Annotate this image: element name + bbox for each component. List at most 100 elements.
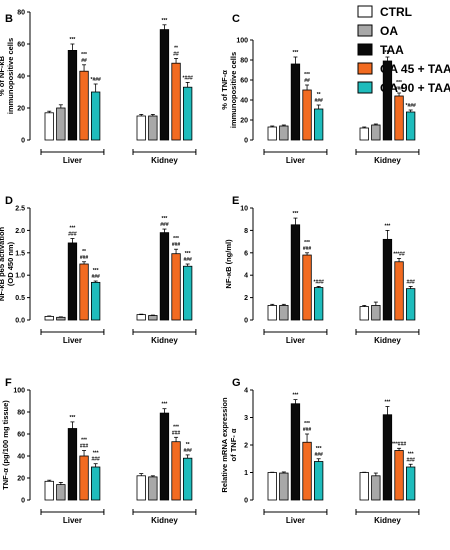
y-tick-label: 1 xyxy=(244,470,248,477)
significance-label: ** xyxy=(317,92,321,98)
significance-label: ** xyxy=(174,45,178,51)
group-label: Liver xyxy=(286,516,305,525)
significance-label: ### xyxy=(91,457,100,463)
y-tick-label: 4 xyxy=(244,388,248,395)
significance-label: *** xyxy=(93,451,99,457)
bar xyxy=(313,108,324,141)
significance-label: *** xyxy=(304,240,310,246)
y-axis-label: NF-κB p65 activation(OD 450 nm) xyxy=(0,226,15,301)
y-tick-label: 2.0 xyxy=(15,228,25,235)
y-tick-label: 2.5 xyxy=(15,206,25,213)
y-tick-label: 0.0 xyxy=(15,318,25,325)
bar xyxy=(67,242,78,321)
bar xyxy=(290,403,301,501)
panel-letter: F xyxy=(5,377,12,389)
bar xyxy=(405,111,416,141)
y-tick-label: 1.0 xyxy=(15,273,25,280)
significance-label: ### xyxy=(172,242,181,248)
significance-label: ### xyxy=(160,222,169,228)
bar xyxy=(302,254,312,321)
y-tick-label: 2 xyxy=(244,295,248,302)
significance-label: *** xyxy=(162,18,168,24)
legend-label: TAA xyxy=(380,43,404,57)
bar xyxy=(136,314,146,321)
significance-label: *** xyxy=(408,451,414,457)
y-tick-label: 0 xyxy=(21,138,25,145)
significance-label: *** xyxy=(93,268,99,274)
group-label: Liver xyxy=(63,516,82,525)
legend-swatch xyxy=(357,81,373,94)
bar xyxy=(79,70,89,141)
group-label: Kidney xyxy=(151,336,178,345)
y-tick-label: 60 xyxy=(240,78,248,85)
significance-label: *** xyxy=(396,80,402,86)
group-label: Kidney xyxy=(374,336,401,345)
significance-label: ### xyxy=(172,430,181,436)
y-tick-label: 0 xyxy=(244,138,248,145)
chart-panel-D: D 0.0 0.5 1.0 1.5 2.0 2.5 NF-κB p65 activation(… xyxy=(0,195,197,345)
bar xyxy=(79,263,89,321)
y-tick-label: 40 xyxy=(17,454,25,461)
bar xyxy=(56,107,66,141)
significance-label: *** xyxy=(304,421,310,427)
significance-label: ### xyxy=(314,98,323,104)
y-tick-label: 40 xyxy=(17,74,25,81)
bar xyxy=(267,472,277,501)
bar xyxy=(182,265,193,321)
bar xyxy=(148,315,158,321)
significance-label: ### xyxy=(303,427,312,433)
y-axis-label: Relative mRNA expressionof TNF- α xyxy=(220,397,238,493)
significance-label: *** xyxy=(385,50,391,56)
significance-label: ## xyxy=(304,78,310,84)
bar xyxy=(171,253,181,321)
panel-letter: B xyxy=(5,13,13,25)
bar xyxy=(79,455,89,501)
significance-label: *** xyxy=(185,251,191,257)
significance-label: *** xyxy=(162,402,168,408)
bar xyxy=(44,480,54,501)
significance-label: ### xyxy=(183,257,192,263)
group-label: Kidney xyxy=(151,516,178,525)
bar xyxy=(279,125,289,141)
panel-letter: E xyxy=(232,195,239,207)
y-tick-label: 20 xyxy=(17,106,25,113)
y-tick-label: 0 xyxy=(244,318,248,325)
y-tick-label: 100 xyxy=(236,38,248,45)
bar xyxy=(382,414,393,501)
significance-label: *** xyxy=(70,37,76,43)
group-label: Liver xyxy=(63,156,82,165)
bar xyxy=(67,428,78,501)
bar xyxy=(359,306,369,321)
bar xyxy=(56,484,66,501)
chart-panel-G: G 0 1 2 3 4 Relative mRNA expressionof TNF- α *… xyxy=(220,377,420,525)
bar xyxy=(148,115,158,141)
bar xyxy=(279,472,289,501)
bar xyxy=(182,86,193,141)
significance-label: ***### xyxy=(392,441,406,447)
significance-label: ### xyxy=(183,448,192,454)
significance-label: ** xyxy=(186,442,190,448)
y-axis-label: TNF-α (pg/100 mg tissue) xyxy=(1,400,10,490)
panel-letter: G xyxy=(232,377,241,389)
bar xyxy=(148,476,158,501)
bar xyxy=(159,232,170,321)
legend-label: OA 90 + TAA xyxy=(380,81,450,95)
group-label: Kidney xyxy=(151,156,178,165)
bar xyxy=(405,288,416,321)
bar xyxy=(67,50,78,141)
significance-label: *** xyxy=(173,236,179,242)
y-tick-label: 0 xyxy=(21,498,25,505)
bar xyxy=(159,412,170,501)
bar xyxy=(382,60,393,141)
legend-swatch xyxy=(357,43,373,56)
significance-label: ** xyxy=(82,249,86,255)
bar xyxy=(290,224,301,321)
bar xyxy=(91,91,101,141)
chart-panel-C: C 0 20 40 60 80 100 % of TNF-αimmunopositive ce… xyxy=(220,13,420,165)
bar xyxy=(359,127,369,141)
panel-letter: D xyxy=(5,195,13,207)
significance-label: *** xyxy=(385,400,391,406)
